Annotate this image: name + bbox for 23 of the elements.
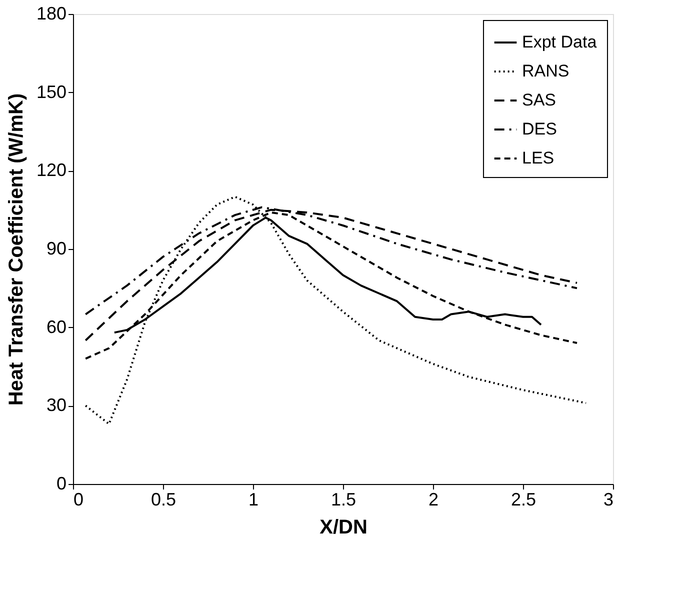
y-tick-label: 30 bbox=[46, 395, 66, 416]
x-tick-label: 2.5 bbox=[510, 490, 536, 510]
line-series bbox=[113, 216, 542, 334]
x-tick-label: 0.5 bbox=[150, 490, 176, 510]
y-tick-label: 120 bbox=[36, 160, 66, 180]
legend-label: DES bbox=[522, 120, 557, 138]
y-tick-label: 90 bbox=[46, 238, 66, 258]
y-tick-label: 60 bbox=[46, 316, 66, 337]
y-tick-label: 180 bbox=[36, 4, 66, 24]
x-tick-label: 0 bbox=[74, 490, 84, 510]
x-tick-label: 2 bbox=[428, 490, 439, 510]
y-tick-label: 0 bbox=[56, 474, 66, 494]
x-tick-label: 1.5 bbox=[330, 490, 356, 510]
x-axis-title: X/DN bbox=[320, 516, 368, 538]
legend-label: LES bbox=[522, 148, 554, 168]
y-axis-title: Heat Transfer Coefficient (W/mK) bbox=[5, 93, 28, 406]
x-tick-label: 1 bbox=[248, 490, 259, 510]
legend-label: Expt Data bbox=[522, 32, 598, 52]
line-series bbox=[84, 196, 587, 425]
y-tick-label: 150 bbox=[36, 82, 66, 102]
legend-label: SAS bbox=[522, 90, 556, 110]
x-tick-label: 3 bbox=[603, 490, 614, 510]
legend-label: RANS bbox=[522, 62, 570, 80]
